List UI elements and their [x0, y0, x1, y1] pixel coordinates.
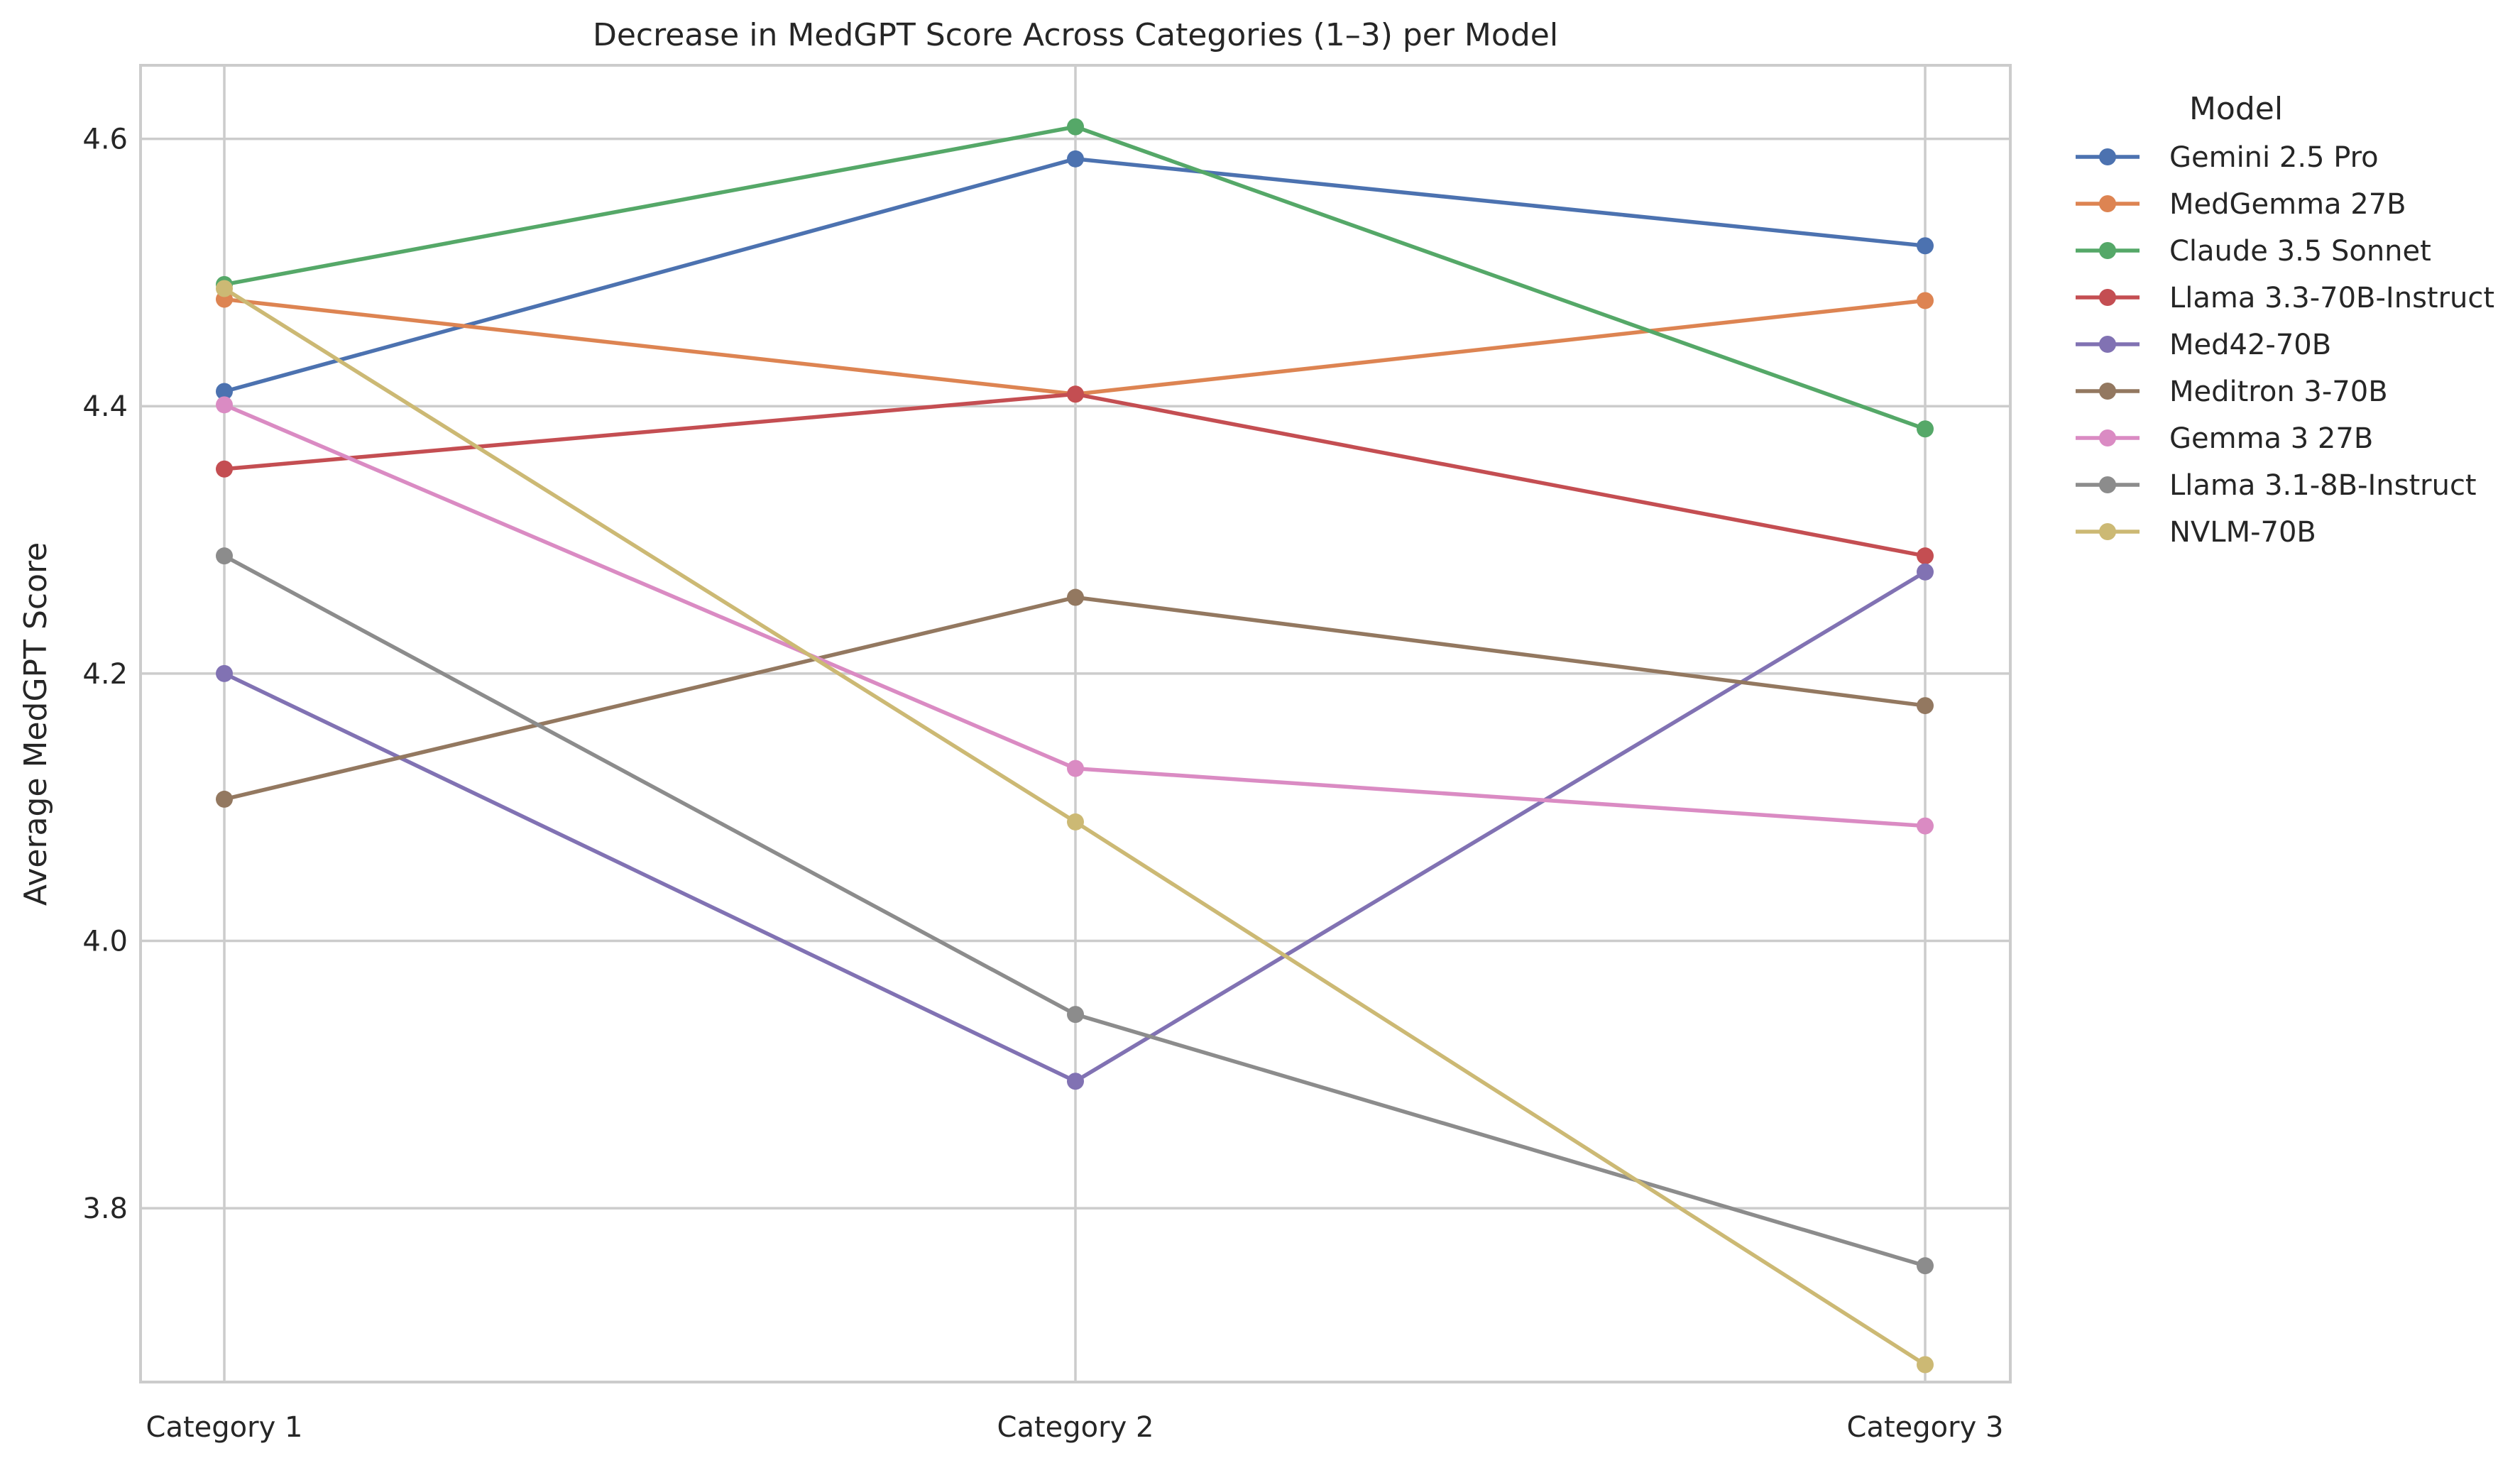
x-tick-labels: Category 1 Category 2 Category 3 [146, 1411, 2004, 1444]
legend-swatch-marker [2099, 289, 2116, 306]
data-point [1067, 813, 1084, 831]
series-llama-3-3-70b-instruct [216, 385, 1934, 565]
legend-swatch-marker [2099, 476, 2116, 493]
data-point [1067, 1073, 1084, 1090]
legend-item: Claude 3.5 Sonnet [2076, 235, 2431, 268]
x-tick-label: Category 2 [997, 1411, 1154, 1444]
data-point [216, 396, 233, 414]
plot-frame [139, 64, 2012, 1383]
y-tick-label: 4.2 [82, 658, 128, 691]
legend-label: Llama 3.3-70B-Instruct [2169, 282, 2494, 314]
series-nvlm-70b [216, 280, 1934, 1374]
legend-swatch-marker [2099, 195, 2116, 212]
legend-title: Model [2189, 91, 2283, 127]
legend-item: Llama 3.1-8B-Instruct [2076, 469, 2477, 502]
data-point [216, 383, 233, 400]
data-point [1067, 118, 1084, 136]
data-point [1917, 1257, 1934, 1275]
legend-label: Claude 3.5 Sonnet [2169, 235, 2431, 268]
legend: Model Gemini 2.5 Pro MedGemma 27B Claude 3… [2076, 91, 2494, 549]
legend-swatch-marker [2099, 383, 2116, 400]
data-point [1067, 150, 1084, 168]
legend-swatch-marker [2099, 148, 2116, 165]
series-med42-70b [216, 563, 1934, 1090]
x-tick-label: Category 3 [1847, 1411, 2004, 1444]
data-point [1917, 292, 1934, 309]
series-claude-3-5-sonnet [216, 118, 1934, 438]
data-point [216, 280, 233, 297]
series-gemini-2-5-pro [216, 150, 1934, 400]
data-point [1067, 1006, 1084, 1024]
series-group [216, 118, 1934, 1374]
data-point [1917, 237, 1934, 255]
legend-swatch-marker [2099, 242, 2116, 259]
data-point [1067, 588, 1084, 606]
data-point [1917, 420, 1934, 438]
series-meditron-3-70b [216, 588, 1934, 808]
data-point [216, 460, 233, 478]
data-point [1917, 547, 1934, 565]
y-tick-labels: 3.8 4.0 4.2 4.4 4.6 [82, 124, 128, 1226]
data-point [216, 547, 233, 565]
x-tick-label: Category 1 [146, 1411, 303, 1444]
data-point [1917, 697, 1934, 715]
data-point [216, 790, 233, 808]
legend-label: NVLM-70B [2169, 516, 2316, 549]
legend-label: Llama 3.1-8B-Instruct [2169, 469, 2477, 502]
legend-swatch-marker [2099, 336, 2116, 353]
legend-items: Gemini 2.5 Pro MedGemma 27B Claude 3.5 Son… [2076, 141, 2494, 549]
legend-label: Gemma 3 27B [2169, 422, 2373, 455]
data-point [216, 664, 233, 682]
series-gemma-3-27b [216, 396, 1934, 835]
legend-swatch-marker [2099, 523, 2116, 540]
y-tick-label: 3.8 [82, 1193, 128, 1225]
legend-item: Med42-70B [2076, 329, 2331, 361]
data-point [1917, 1356, 1934, 1374]
legend-swatch-marker [2099, 429, 2116, 446]
data-point [1067, 760, 1084, 777]
data-point [1917, 563, 1934, 581]
legend-item: Llama 3.3-70B-Instruct [2076, 282, 2494, 314]
legend-item: NVLM-70B [2076, 516, 2316, 549]
data-point [1067, 385, 1084, 403]
chart-title: Decrease in MedGPT Score Across Categori… [593, 17, 1558, 53]
legend-label: Meditron 3-70B [2169, 376, 2388, 408]
legend-label: Gemini 2.5 Pro [2169, 141, 2379, 174]
legend-item: MedGemma 27B [2076, 188, 2406, 221]
y-tick-label: 4.4 [82, 390, 128, 423]
legend-item: Meditron 3-70B [2076, 376, 2388, 408]
y-axis-label: Average MedGPT Score [18, 542, 54, 906]
legend-item: Gemini 2.5 Pro [2076, 141, 2379, 174]
grid [141, 65, 2010, 1382]
legend-label: MedGemma 27B [2169, 188, 2406, 221]
legend-item: Gemma 3 27B [2076, 422, 2373, 455]
data-point [1917, 817, 1934, 835]
y-tick-label: 4.6 [82, 124, 128, 156]
y-tick-label: 4.0 [82, 926, 128, 958]
legend-label: Med42-70B [2169, 329, 2331, 361]
